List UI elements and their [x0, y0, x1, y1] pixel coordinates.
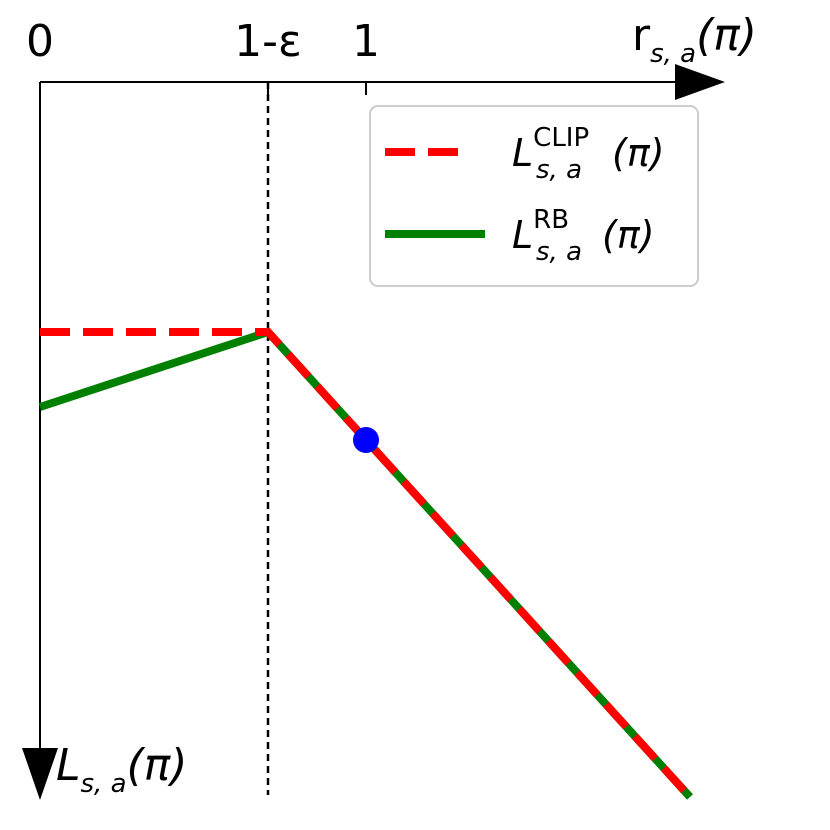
label-arg: (π) — [612, 131, 665, 175]
x-tick-label: 0 — [26, 16, 54, 67]
label-sub: s, a — [650, 39, 696, 69]
label-sub: s, a — [536, 237, 582, 267]
label-base: L — [512, 131, 533, 175]
label-base: L — [56, 740, 81, 791]
x-tick-label: 1 — [352, 16, 380, 67]
x-tick-label: 1-ε — [234, 16, 302, 67]
label-base: L — [512, 213, 533, 257]
point — [353, 427, 379, 453]
x-arrow — [675, 64, 725, 100]
label-sup: RB — [533, 205, 569, 235]
label-arg: (π) — [696, 10, 757, 61]
clip-line — [40, 328, 693, 800]
label-arg: (π) — [602, 213, 655, 257]
label-sub: s, a — [81, 769, 127, 799]
x-axis-label: rs, a(π) — [632, 10, 757, 69]
y-axis-label: Ls, a(π) — [56, 740, 187, 799]
y-arrow — [22, 748, 58, 800]
label-arg: (π) — [127, 740, 188, 791]
label-sub: s, a — [536, 155, 582, 185]
rb-line — [38, 327, 693, 800]
label-sup: CLIP — [533, 123, 589, 153]
legend-label: LRB s, a (π) — [512, 205, 655, 267]
legend-label: LCLIP s, a (π) — [512, 123, 665, 185]
label-base: r — [632, 10, 651, 61]
